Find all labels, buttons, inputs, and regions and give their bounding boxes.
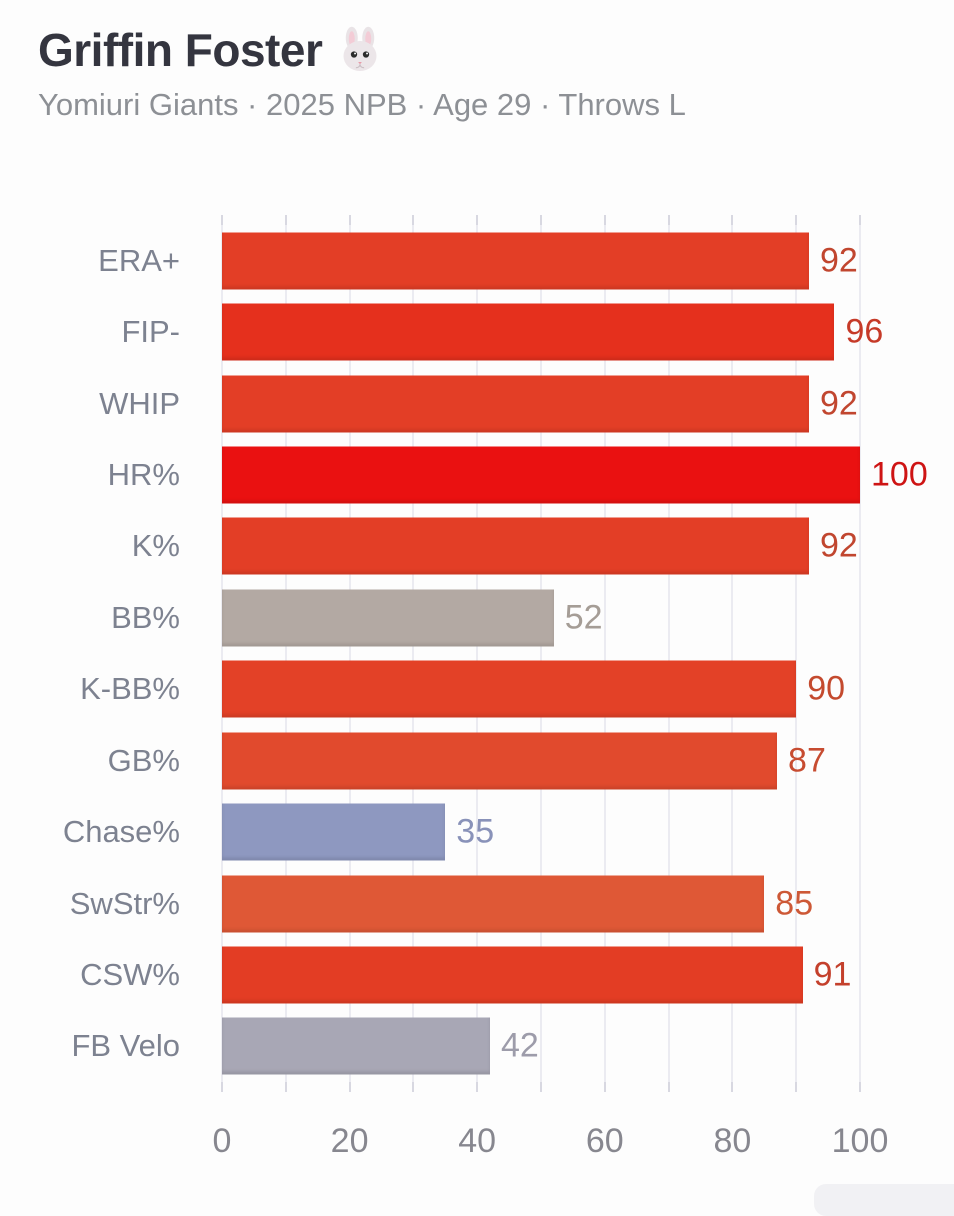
bar-row: SwStr% 85 bbox=[70, 868, 860, 939]
axis-tick-bottom bbox=[667, 1082, 670, 1092]
x-tick-label: 20 bbox=[330, 1122, 369, 1160]
value-label: 91 bbox=[813, 955, 852, 994]
x-tick-label: 40 bbox=[458, 1122, 497, 1160]
stat-bar bbox=[222, 375, 809, 433]
gridline bbox=[859, 225, 861, 1082]
stat-bar bbox=[222, 517, 809, 575]
gridline bbox=[348, 225, 351, 1082]
axis-tick-bottom bbox=[476, 1082, 479, 1092]
gridline bbox=[795, 225, 798, 1082]
bar-row: ERA+ 92 bbox=[98, 225, 860, 296]
category-label: FIP- bbox=[121, 314, 180, 350]
gridline bbox=[731, 225, 734, 1082]
bar-row: GB% 87 bbox=[108, 725, 860, 796]
value-label: 87 bbox=[788, 741, 826, 780]
axis-tick-top bbox=[348, 215, 351, 225]
stat-bar bbox=[222, 946, 803, 1004]
axis-tick-bottom bbox=[859, 1082, 861, 1092]
category-label: WHIP bbox=[99, 385, 180, 421]
player-subtitle: Yomiuri Giants · 2025 NPB · Age 29 · Thr… bbox=[38, 86, 686, 122]
title-line: Griffin Foster bbox=[38, 24, 686, 77]
bar-row: FIP- 96 bbox=[121, 296, 883, 367]
bar-rows: ERA+ 92 FIP- 96 WHIP 92 HR% 100 K% 92 BB% 52 K-BB% 90… bbox=[63, 225, 928, 1082]
gridline bbox=[476, 225, 479, 1082]
axis-tick-top bbox=[603, 215, 606, 225]
axis-tick-bottom bbox=[795, 1082, 798, 1092]
category-label: Chase% bbox=[62, 814, 180, 850]
stat-bar bbox=[222, 446, 860, 504]
axis-tick-bottom bbox=[348, 1082, 351, 1092]
value-label: 96 bbox=[845, 312, 884, 351]
bar-row: K-BB% 90 bbox=[80, 654, 860, 725]
grid-layer bbox=[221, 215, 861, 1092]
bar-row: K% 92 bbox=[132, 511, 860, 582]
value-label: 52 bbox=[564, 598, 603, 637]
x-axis: 0 20 40 60 80 100 bbox=[213, 1122, 889, 1166]
axis-tick-bottom bbox=[221, 1082, 223, 1092]
value-label: 85 bbox=[775, 884, 814, 922]
axis-tick-top bbox=[284, 215, 287, 225]
category-label: ERA+ bbox=[98, 242, 180, 278]
plot-area: ERA+ 92 FIP- 96 WHIP 92 HR% 100 K% 92 BB% 52 K-BB% 90… bbox=[63, 215, 928, 1092]
category-label: K-BB% bbox=[80, 671, 180, 707]
bar-row: WHIP 92 bbox=[99, 368, 860, 439]
value-label: 100 bbox=[871, 455, 928, 494]
stat-bar bbox=[222, 303, 835, 361]
bar-row: BB% 52 bbox=[111, 582, 860, 653]
axis-tick-top bbox=[412, 215, 415, 225]
x-tick-label: 100 bbox=[831, 1122, 889, 1160]
x-tick-label: 60 bbox=[585, 1122, 624, 1160]
axis-tick-bottom bbox=[603, 1082, 606, 1092]
axis-tick-bottom bbox=[284, 1082, 287, 1092]
x-tick-label: 80 bbox=[713, 1122, 752, 1160]
axis-tick-top bbox=[476, 215, 479, 225]
stat-bar bbox=[222, 803, 446, 861]
category-label: SwStr% bbox=[69, 885, 180, 921]
value-label: 92 bbox=[819, 241, 858, 280]
category-label: GB% bbox=[107, 742, 180, 778]
gridline bbox=[603, 225, 606, 1082]
axis-tick-bottom bbox=[540, 1082, 542, 1092]
rabbit-emoji-icon bbox=[343, 27, 377, 72]
category-label: BB% bbox=[111, 599, 180, 635]
category-label: FB Velo bbox=[71, 1028, 180, 1064]
bar-row: CSW% 91 bbox=[80, 939, 860, 1010]
bar-row: Chase% 35 bbox=[63, 796, 860, 867]
value-label: 92 bbox=[819, 384, 858, 423]
axis-tick-top bbox=[731, 215, 734, 225]
stat-bar bbox=[222, 1017, 490, 1075]
value-label: 42 bbox=[500, 1026, 539, 1065]
stat-bar bbox=[222, 875, 765, 932]
stat-bar bbox=[222, 232, 809, 290]
category-label: HR% bbox=[107, 456, 180, 492]
stat-bar bbox=[222, 660, 797, 718]
header: Griffin Foster Yomiuri Giants · 2025 NPB… bbox=[38, 24, 686, 123]
corner-artifact bbox=[814, 1184, 954, 1216]
category-label: K% bbox=[131, 528, 180, 564]
value-label: 90 bbox=[807, 669, 846, 708]
stat-bar bbox=[222, 732, 778, 790]
axis-tick-bottom bbox=[731, 1082, 734, 1092]
axis-tick-top bbox=[859, 215, 861, 225]
value-label: 92 bbox=[819, 526, 858, 565]
bar-row: HR% 100 bbox=[108, 439, 928, 510]
axis-tick-top bbox=[667, 215, 670, 225]
axis-tick-top bbox=[221, 215, 223, 225]
value-label: 35 bbox=[456, 812, 495, 851]
bar-row: FB Velo 42 bbox=[71, 1011, 860, 1082]
x-tick-label: 0 bbox=[212, 1122, 232, 1160]
category-label: CSW% bbox=[80, 956, 180, 992]
gridline bbox=[284, 225, 287, 1082]
gridline bbox=[221, 225, 223, 1082]
axis-tick-top bbox=[795, 215, 798, 225]
page-title: Griffin Foster bbox=[38, 24, 323, 76]
gridline bbox=[412, 225, 415, 1082]
gridline bbox=[667, 225, 670, 1082]
stat-bar bbox=[222, 589, 554, 647]
gridline bbox=[540, 225, 542, 1082]
axis-tick-top bbox=[540, 215, 542, 225]
axis-tick-bottom bbox=[412, 1082, 415, 1092]
